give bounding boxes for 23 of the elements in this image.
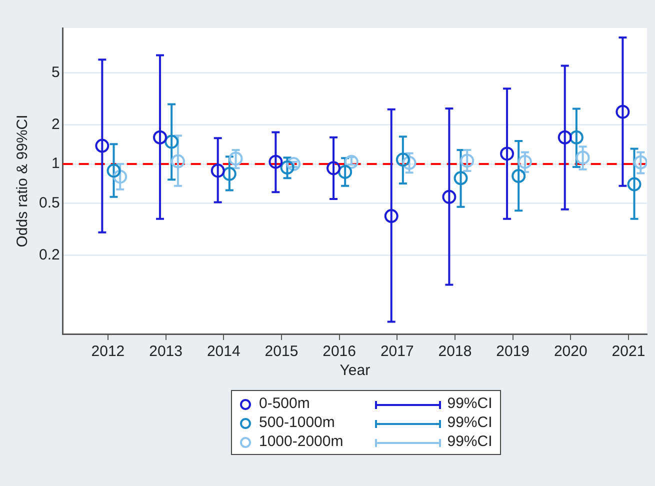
legend-label: 0-500m	[258, 395, 311, 412]
text: 99%CI	[447, 414, 492, 431]
x-tick-label: 2013	[149, 343, 182, 360]
text: 99%CI	[447, 433, 492, 450]
y-axis-title: Odds ratio & 99%CI	[14, 114, 32, 248]
x-tick-label: 2021	[612, 343, 646, 360]
x-tick-label: 2014	[206, 343, 240, 360]
x-tick-label: 2017	[380, 343, 414, 360]
y-tick-label: 0.2	[38, 246, 60, 264]
y-tick-label: 0.5	[38, 194, 60, 212]
x-tick-label: 2015	[264, 343, 298, 360]
y-tick-label: 5	[52, 64, 60, 81]
y-tick-label: 2	[52, 116, 60, 133]
x-tick-label: 2012	[91, 343, 125, 360]
text: 99%CI	[447, 395, 492, 412]
x-axis-title: Year	[340, 362, 370, 380]
x-tick-label: 2020	[554, 343, 588, 360]
legend-label: 500-1000m	[258, 414, 336, 431]
x-tick-label: 2018	[438, 343, 472, 360]
x-tick-label: 2016	[322, 343, 356, 360]
legend-label: 1000-2000m	[258, 433, 344, 450]
y-tick-label: 1	[52, 155, 60, 172]
x-tick-label: 2019	[496, 343, 530, 360]
